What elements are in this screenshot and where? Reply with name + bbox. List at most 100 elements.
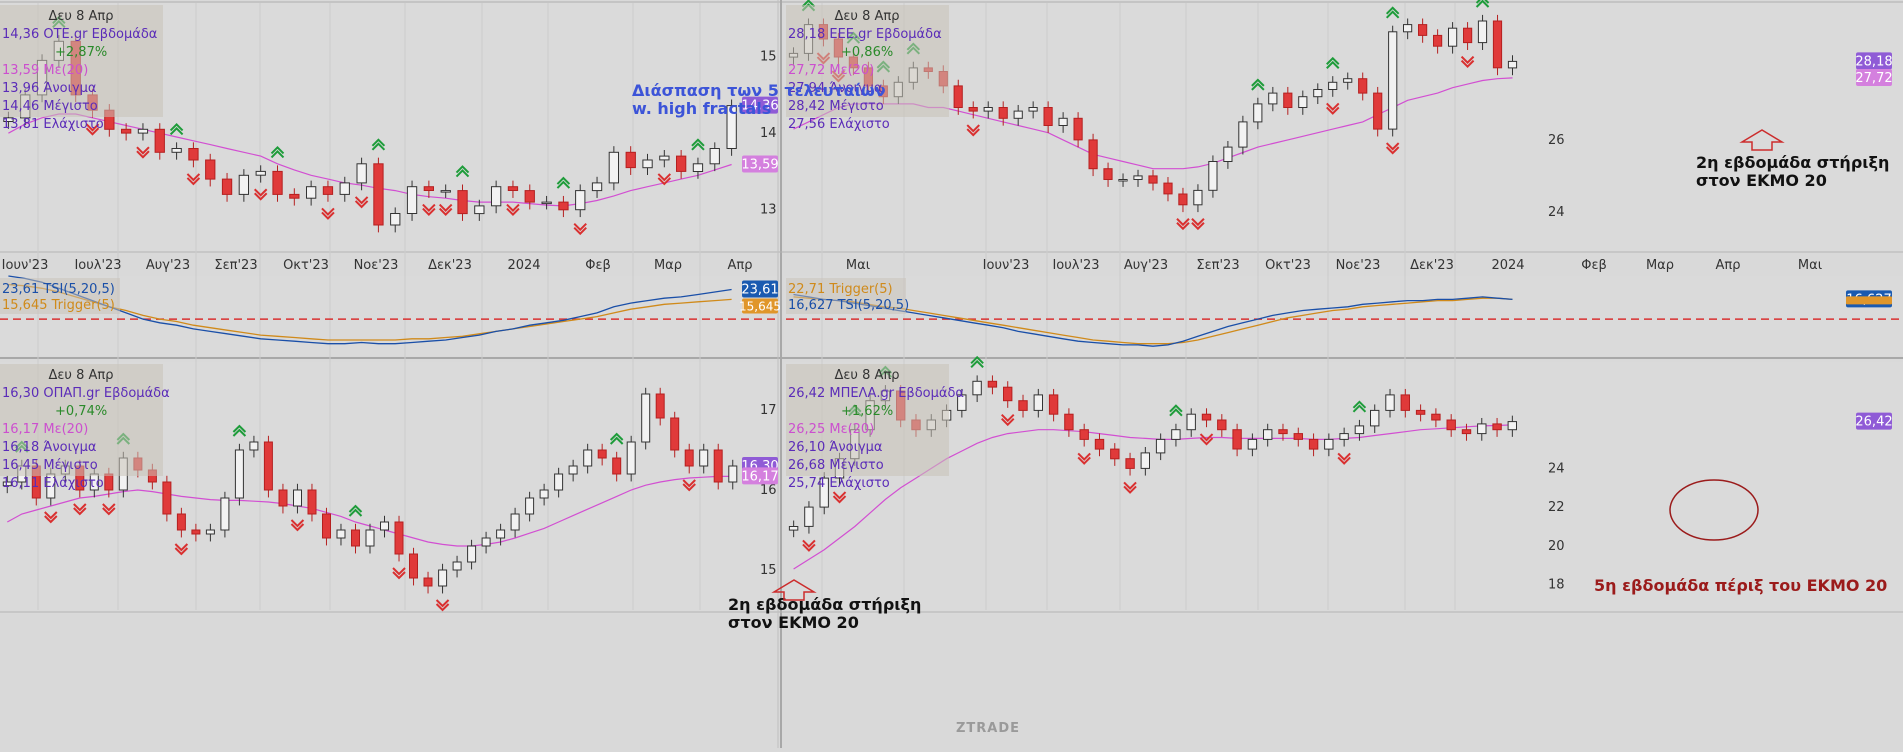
indicator-top-left-indicator: 23,61 TSI(5,20,5)15,645 Trigger(5) 23,61 1… [0, 275, 781, 345]
candle-body [1370, 409, 1380, 427]
candle-body [406, 186, 418, 214]
month-label: Αυγ'23 [1124, 258, 1168, 273]
candle-body [1079, 429, 1089, 440]
month-label: Οκτ'23 [283, 258, 329, 273]
y-tick-label: 17 [760, 403, 777, 418]
info-ema: 27,72 Με(20) [788, 63, 874, 78]
month-label: Δεκ'23 [428, 258, 472, 273]
tag-label: 15,645 [739, 300, 781, 314]
down-fractal-icon [438, 203, 453, 216]
candle-body [373, 163, 384, 226]
candle-body [481, 537, 491, 547]
month-label: Αυγ'23 [146, 258, 190, 273]
up-fractal-icon [169, 123, 184, 136]
down-fractal-icon [1191, 218, 1205, 231]
candle-body [541, 201, 552, 205]
price-tag: 28,18 [1855, 52, 1893, 70]
candle-body [221, 178, 233, 195]
price-tag-bg [1856, 412, 1892, 430]
legend-entry: 16,627 TSI(5,20,5) [788, 298, 909, 313]
candle-body [1133, 175, 1143, 180]
candle-body [474, 205, 485, 215]
candle-body [1253, 103, 1263, 123]
candle-body [957, 394, 967, 411]
info-title: 16,30 ΟΠΑΠ.gr Εβδομάδα [2, 386, 170, 401]
down-fractal-icon [435, 599, 450, 612]
candle-body [365, 529, 375, 547]
candle-body [1507, 60, 1518, 69]
tag-label: 23,61 [741, 283, 778, 298]
candle-body [1148, 175, 1158, 184]
candle-body [1193, 189, 1203, 206]
info-low: 13,81 Ελάχιστο [2, 117, 104, 132]
candle-body [983, 107, 993, 112]
candle-body [1043, 107, 1053, 126]
ema-tag-bg [742, 467, 778, 485]
legend-bg [0, 278, 120, 314]
candle-body [626, 441, 636, 475]
candle-body [1088, 139, 1098, 170]
candle-body [1283, 92, 1293, 108]
arrow-up-icon [771, 579, 817, 601]
candle-body [1339, 433, 1349, 440]
candle-body [507, 186, 519, 191]
candle-body [351, 529, 360, 547]
info-high: 28,42 Μέγιστο [788, 99, 884, 114]
down-fractal-icon [354, 196, 369, 209]
candle-body [728, 465, 738, 483]
candle-body [1268, 92, 1278, 105]
info-box-bg [0, 364, 163, 476]
candle-body [1232, 429, 1242, 450]
info-high: 26,68 Μέγιστο [788, 458, 884, 473]
candle-body [1492, 20, 1503, 69]
candle-body [510, 513, 520, 531]
candle-body [1247, 438, 1258, 450]
candle-body [457, 190, 468, 215]
down-fractal-icon [321, 207, 335, 220]
candle-body [1385, 394, 1395, 411]
annotation-bottom-left: 2η εβδομάδα στήριξη στον ΕΚΜΟ 20 [728, 595, 921, 632]
month-label: Φεβ [1581, 258, 1607, 273]
candle-body [176, 513, 186, 531]
month-label: Μαι [846, 258, 870, 273]
down-fractal-icon [506, 203, 520, 216]
candle-body [1058, 117, 1068, 127]
candle-body [670, 417, 680, 451]
up-fractal-icon [1475, 0, 1490, 8]
price-tag-bg [742, 96, 778, 114]
candle-body [1477, 20, 1488, 44]
candle-body [289, 193, 300, 199]
candle-body [713, 449, 723, 483]
candle-body [1018, 400, 1028, 411]
candle-body [819, 477, 829, 508]
up-fractal-icon [970, 355, 984, 369]
candle-body [953, 85, 963, 109]
info-high: 16,45 Μέγιστο [2, 458, 98, 473]
y-tick-label: 26 [1548, 133, 1565, 148]
candle-body [1186, 413, 1196, 431]
candle-body [491, 186, 502, 207]
candle-body [1171, 429, 1181, 440]
y-tick-label: 16 [760, 483, 777, 498]
tag-bg [742, 280, 778, 298]
up-fractal-icon [1385, 6, 1400, 19]
annotation-bottom-right: 5η εβδομάδα πέριξ του ΕΚΜΟ 20 [1594, 576, 1887, 595]
down-fractal-icon [1385, 142, 1400, 155]
info-box-bg [786, 5, 949, 117]
down-fractal-icon [136, 146, 150, 159]
month-label: Ιουν'23 [2, 258, 49, 273]
y-tick-label: 14 [760, 126, 777, 141]
price-tag-label: 14,36 [741, 99, 778, 114]
down-fractal-icon [174, 543, 189, 556]
candle-body [171, 148, 182, 153]
candle-body [322, 513, 331, 539]
info-box-bg [786, 364, 949, 476]
candle-body [583, 449, 593, 467]
down-fractal-icon [657, 173, 672, 186]
arrow-up-icon [1739, 129, 1785, 151]
candle-body [575, 190, 586, 211]
candle-body [154, 128, 165, 153]
ema-tag: 16,17 [741, 467, 779, 485]
